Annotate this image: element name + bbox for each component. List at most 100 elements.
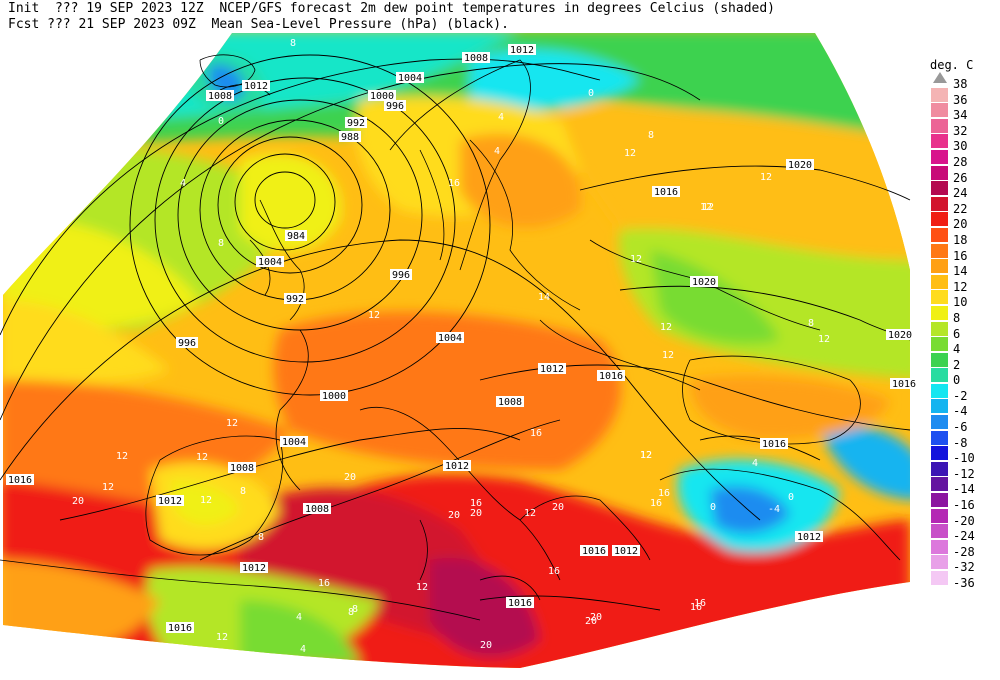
dewpoint-label: 0 [588, 88, 594, 99]
dewpoint-label: 16 [650, 498, 662, 509]
svg-text:1012: 1012 [242, 563, 266, 574]
isobar-label: 1016 [760, 438, 788, 450]
dewpoint-label: 20 [585, 616, 597, 627]
svg-text:996: 996 [386, 101, 404, 112]
legend-swatch [931, 383, 948, 398]
svg-text:1020: 1020 [788, 160, 812, 171]
legend-label: -2 [953, 388, 968, 403]
svg-text:1012: 1012 [540, 364, 564, 375]
dewpoint-label: 20 [448, 510, 460, 521]
legend-row: 14 [931, 257, 1000, 278]
legend-label: -32 [953, 560, 975, 575]
legend-row: 12 [931, 273, 1000, 294]
legend-row: -36 [931, 569, 1000, 590]
legend-swatch [931, 571, 948, 585]
svg-text:1016: 1016 [582, 546, 606, 557]
legend-swatch [931, 477, 948, 492]
legend-row: -28 [931, 538, 1000, 559]
legend-row: 28 [931, 148, 1000, 169]
dewpoint-label: 8 [348, 607, 354, 618]
legend-row: -12 [931, 460, 1000, 481]
isobar-label: 1004 [280, 436, 308, 448]
svg-text:1008: 1008 [305, 504, 329, 515]
legend-row: -24 [931, 522, 1000, 543]
legend-label: 20 [953, 217, 968, 232]
svg-text:996: 996 [178, 338, 196, 349]
legend-label: 2 [953, 357, 961, 372]
legend-label: 32 [953, 123, 968, 138]
legend-swatch [931, 399, 948, 414]
isobar-label: 996 [176, 337, 198, 349]
dewpoint-label: 12 [760, 172, 772, 183]
isobar-label: 1008 [228, 462, 256, 474]
dewpoint-label: 16 [448, 178, 460, 189]
legend-swatch [931, 555, 948, 570]
legend-swatch [931, 368, 948, 383]
legend-row: -8 [931, 429, 1000, 450]
dewpoint-label: 0 [218, 116, 224, 127]
isobar-label: 1020 [786, 159, 814, 171]
legend-row: 24 [931, 179, 1000, 200]
dewpoint-label: 12 [702, 202, 714, 213]
legend-label: -4 [953, 404, 968, 419]
legend-label: 14 [953, 264, 968, 279]
legend-swatch [931, 165, 948, 180]
legend-label: 24 [953, 186, 968, 201]
dewpoint-label: 12 [818, 334, 830, 345]
svg-text:1008: 1008 [230, 463, 254, 474]
legend-label: -24 [953, 529, 975, 544]
svg-text:996: 996 [392, 270, 410, 281]
isobar-label: 1000 [320, 390, 348, 402]
legend-title: deg. C [930, 58, 974, 72]
isobar-label: 1012 [240, 562, 268, 574]
svg-text:984: 984 [287, 231, 305, 242]
legend-row: 20 [931, 210, 1000, 231]
svg-text:1012: 1012 [445, 461, 469, 472]
dewpoint-label: 12 [216, 632, 228, 643]
legend-row: 6 [931, 320, 1000, 341]
dewpoint-label: 12 [416, 582, 428, 593]
legend-swatch [931, 243, 948, 258]
isobar-label: 1004 [396, 72, 424, 84]
svg-text:1012: 1012 [614, 546, 638, 557]
legend-swatch [931, 493, 948, 508]
svg-text:1008: 1008 [464, 53, 488, 64]
dewpoint-label: 8 [808, 318, 814, 329]
legend-label: 8 [953, 310, 961, 325]
isobar-label: 1016 [652, 186, 680, 198]
legend-row: -4 [931, 397, 1000, 418]
isobar-label: 988 [339, 131, 361, 143]
legend-row: -16 [931, 491, 1000, 512]
legend-label: 22 [953, 201, 968, 216]
legend-swatch [931, 87, 948, 102]
dewpoint-label: -4 [768, 504, 780, 515]
legend-swatch [931, 227, 948, 242]
isobar-label: 984 [285, 230, 307, 242]
dewpoint-label: 12 [660, 322, 672, 333]
legend-label: -16 [953, 498, 975, 513]
svg-text:1000: 1000 [322, 391, 346, 402]
legend-row: 0 [931, 366, 1000, 387]
isobar-label: 1012 [156, 495, 184, 507]
dewpoint-label: 16 [318, 578, 330, 589]
svg-text:988: 988 [341, 132, 359, 143]
dewpoint-label: 12 [630, 254, 642, 265]
svg-text:1016: 1016 [508, 598, 532, 609]
dewpoint-label: 8 [648, 130, 654, 141]
isobar-label: 1012 [443, 460, 471, 472]
legend-row: -20 [931, 507, 1000, 528]
svg-text:1012: 1012 [510, 45, 534, 56]
legend-label: 28 [953, 154, 968, 169]
dewpoint-label: 12 [368, 310, 380, 321]
dewpoint-label: 4 [180, 178, 186, 189]
legend-row: 32 [931, 117, 1000, 138]
dewpoint-label: 4 [494, 146, 500, 157]
isobar-labels: 1008 1012 1012 1008 1004 1000 996 992 [6, 44, 916, 634]
isobar-label: 1012 [508, 44, 536, 56]
svg-text:1016: 1016 [8, 475, 32, 486]
dewpoint-label: 20 [480, 640, 492, 651]
isobar-label: 1020 [886, 329, 912, 341]
svg-text:1012: 1012 [158, 496, 182, 507]
isobar-label: 1016 [890, 378, 916, 390]
isobar-label: 996 [384, 100, 406, 112]
